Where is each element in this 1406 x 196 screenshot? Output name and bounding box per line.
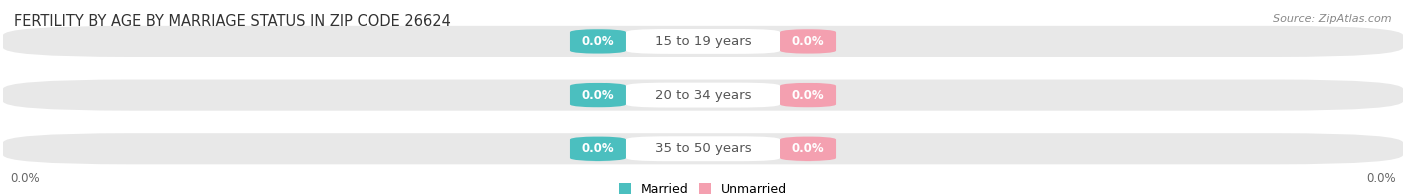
FancyBboxPatch shape (569, 83, 626, 108)
FancyBboxPatch shape (780, 29, 837, 54)
Text: FERTILITY BY AGE BY MARRIAGE STATUS IN ZIP CODE 26624: FERTILITY BY AGE BY MARRIAGE STATUS IN Z… (14, 14, 451, 29)
Text: 0.0%: 0.0% (792, 35, 824, 48)
Text: 20 to 34 years: 20 to 34 years (655, 89, 751, 102)
FancyBboxPatch shape (3, 26, 1403, 57)
Text: 0.0%: 0.0% (582, 89, 614, 102)
FancyBboxPatch shape (3, 80, 1403, 111)
Text: 0.0%: 0.0% (10, 172, 39, 185)
Legend: Married, Unmarried: Married, Unmarried (619, 183, 787, 196)
Text: 0.0%: 0.0% (792, 142, 824, 155)
FancyBboxPatch shape (626, 29, 780, 54)
FancyBboxPatch shape (780, 136, 837, 161)
Text: 0.0%: 0.0% (582, 35, 614, 48)
FancyBboxPatch shape (3, 133, 1403, 164)
Text: 0.0%: 0.0% (1367, 172, 1396, 185)
Text: Source: ZipAtlas.com: Source: ZipAtlas.com (1274, 14, 1392, 24)
FancyBboxPatch shape (569, 136, 626, 161)
FancyBboxPatch shape (626, 136, 780, 161)
Text: 35 to 50 years: 35 to 50 years (655, 142, 751, 155)
Text: 0.0%: 0.0% (582, 142, 614, 155)
FancyBboxPatch shape (780, 83, 837, 108)
FancyBboxPatch shape (626, 83, 780, 108)
Text: 0.0%: 0.0% (792, 89, 824, 102)
Text: 15 to 19 years: 15 to 19 years (655, 35, 751, 48)
FancyBboxPatch shape (569, 29, 626, 54)
